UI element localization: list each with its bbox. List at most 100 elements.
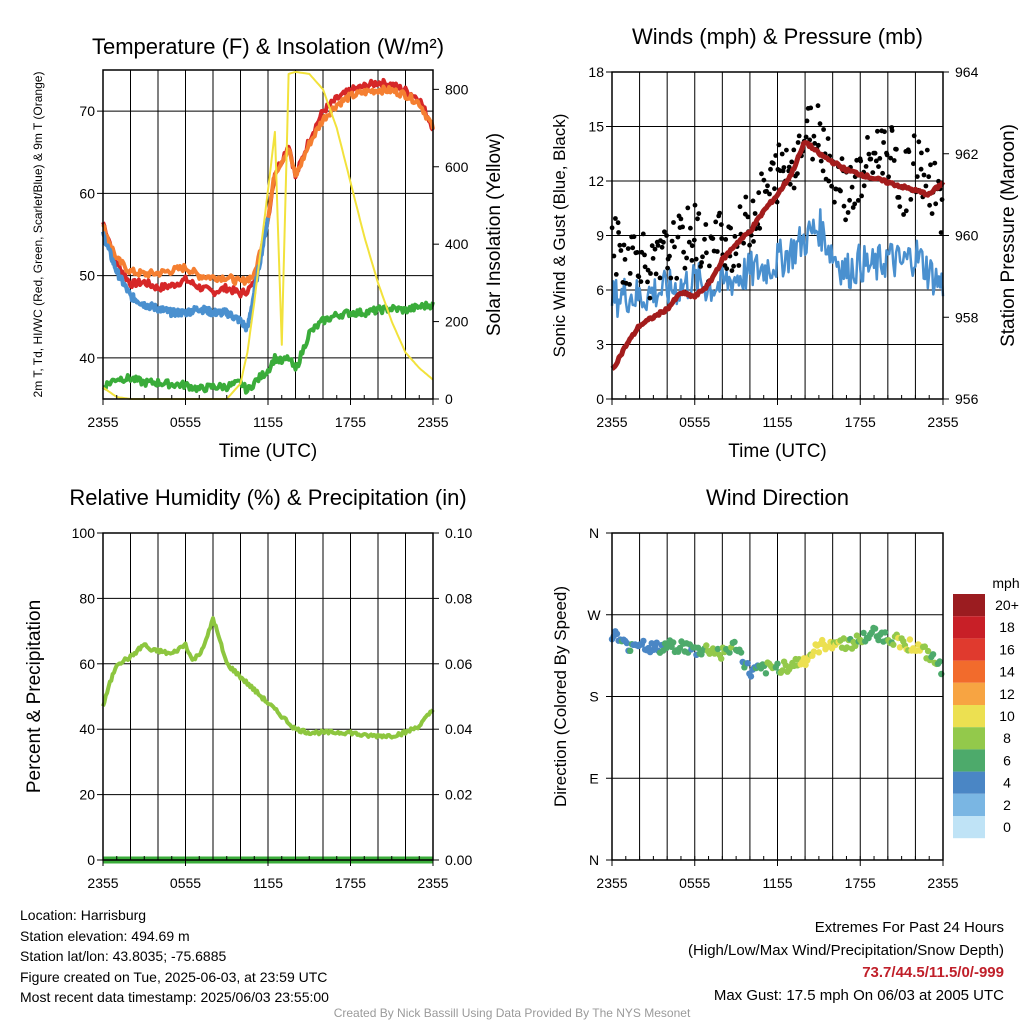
gust-point [933, 201, 939, 207]
legend-swatch [953, 727, 985, 750]
gust-point [796, 133, 802, 139]
gust-point [767, 191, 772, 197]
y-tick-label: 60 [79, 656, 95, 672]
gust-point [761, 177, 767, 183]
gust-point [779, 151, 785, 157]
gust-point [791, 147, 797, 153]
legend-label: 2 [1003, 797, 1011, 813]
gust-point [642, 264, 648, 270]
pressure-line [610, 140, 946, 371]
gust-point [710, 236, 716, 242]
x-tick-label: 2355 [927, 414, 958, 430]
y-axis-label: Percent & Precipitation [24, 600, 45, 793]
gust-point [700, 254, 705, 260]
x-tick-label: 1155 [253, 875, 283, 891]
y2-tick-label: 800 [445, 81, 469, 97]
gust-point [812, 141, 818, 146]
x-tick-label: 1755 [845, 875, 876, 891]
gust-point [655, 243, 661, 248]
gust-point [810, 156, 815, 162]
gust-point [832, 199, 837, 205]
gust-point [733, 251, 739, 257]
gust-point [927, 202, 932, 208]
direction-point [843, 644, 851, 651]
x-tick-label: 2355 [596, 414, 627, 430]
gust-point [662, 229, 667, 235]
gust-point [745, 214, 751, 220]
gust-point [642, 252, 647, 258]
panel-1 [130, 70, 406, 399]
legend-swatch [953, 638, 985, 661]
gust-point [863, 164, 869, 169]
gust-point [696, 211, 702, 217]
legend-swatch [953, 793, 985, 816]
y2-axis-label: Solar Insolation (Yellow) [484, 133, 505, 336]
y-tick-label: 20 [79, 787, 95, 803]
gust-point [880, 170, 885, 176]
y-tick-label: 3 [596, 337, 604, 353]
gust-point [770, 161, 776, 166]
gust-point [689, 243, 695, 249]
gust-point [789, 159, 795, 165]
direction-point [853, 632, 861, 639]
gust-point [717, 210, 722, 216]
gust-point [650, 256, 656, 261]
y-tick-label: 40 [79, 721, 95, 737]
y-tick-label: 12 [588, 173, 604, 189]
gust-point [843, 217, 848, 223]
gust-point [693, 256, 699, 262]
direction-point [718, 655, 725, 662]
x-tick-label: 2355 [87, 414, 118, 430]
panel-3 [130, 533, 406, 860]
legend-swatch [953, 616, 985, 639]
gust-point [732, 234, 738, 239]
gust-point [784, 147, 789, 153]
gust-point [743, 194, 749, 200]
gust-point [872, 150, 878, 156]
y-tick-label: 60 [79, 185, 95, 201]
legend-label: 12 [999, 686, 1015, 702]
direction-point [936, 658, 943, 665]
gust-point [622, 257, 628, 262]
extremes-box: Extremes For Past 24 Hours (High/Low/Max… [688, 917, 1004, 1007]
gust-point [627, 271, 633, 276]
gust-point [816, 142, 821, 148]
gust-point [699, 260, 704, 265]
extremes-subtitle: (High/Low/Max Wind/Precipitation/Snow De… [688, 941, 1004, 959]
y2-tick-label: 0.08 [445, 590, 472, 606]
legend-swatch [953, 771, 985, 794]
gust-point [791, 185, 797, 191]
x-tick-label: 1155 [762, 875, 792, 891]
gust-point [911, 161, 916, 167]
gust-point [685, 205, 691, 211]
y2-tick-label: 200 [445, 314, 469, 330]
gust-point [728, 225, 733, 231]
gust-point [674, 275, 680, 281]
gust-point [821, 127, 826, 132]
direction-point [896, 644, 904, 651]
gust-point [773, 153, 779, 158]
gust-point [613, 272, 619, 277]
gust-point [671, 220, 676, 225]
gust-point [861, 183, 867, 189]
y-tick-label: 100 [72, 525, 96, 541]
y2-tick-label: 0.00 [445, 852, 472, 868]
gust-point [903, 208, 909, 214]
direction-point [737, 649, 745, 656]
gust-point [647, 295, 653, 301]
gust-point [908, 197, 914, 202]
heat-index-line [101, 217, 270, 333]
gust-point [684, 255, 689, 261]
gust-point [747, 242, 752, 248]
gust-point [634, 250, 640, 255]
gust-point [765, 183, 770, 189]
gust-point [918, 166, 924, 172]
gust-point [926, 174, 932, 180]
legend-swatch [953, 705, 985, 728]
gust-point [723, 237, 729, 242]
gust-point [873, 158, 879, 164]
gust-point [820, 168, 826, 174]
x-tick-label: 1155 [762, 414, 792, 430]
direction-point [881, 629, 889, 636]
